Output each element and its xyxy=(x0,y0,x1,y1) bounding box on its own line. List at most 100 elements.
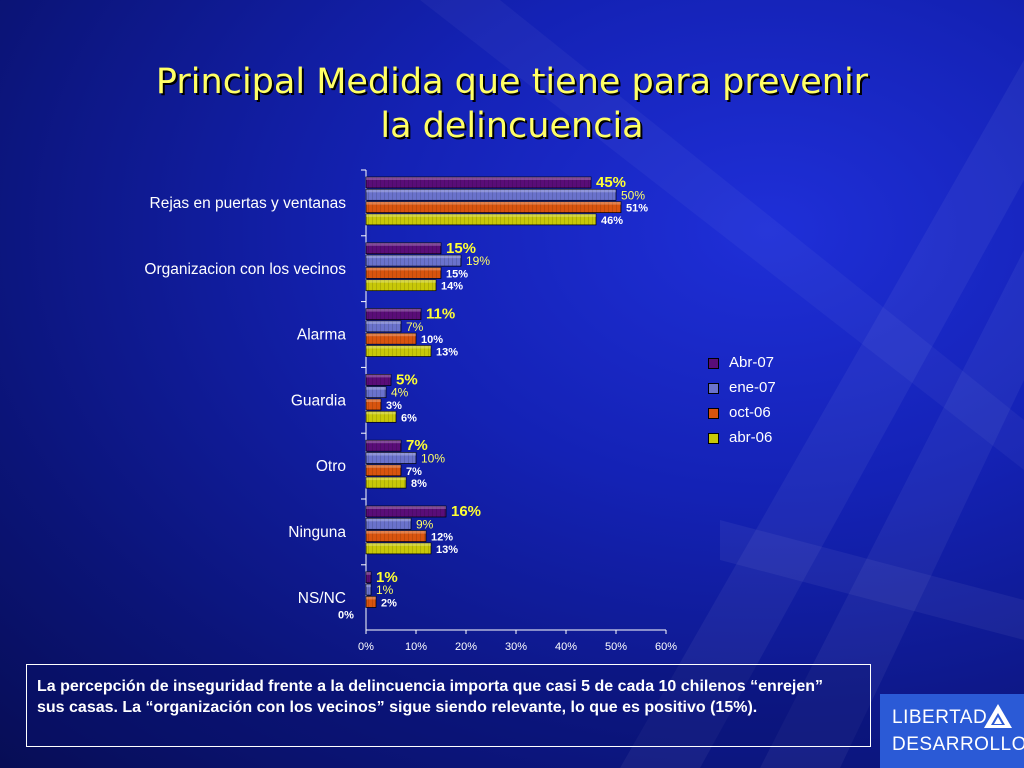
bar xyxy=(365,517,412,530)
bar-highlight xyxy=(366,596,376,600)
bar-highlight xyxy=(366,571,371,575)
data-label: 1% xyxy=(376,569,398,586)
legend-swatch xyxy=(708,408,719,419)
bar-highlight xyxy=(366,542,431,546)
legend-label: oct-06 xyxy=(729,404,771,421)
legend-swatch xyxy=(708,358,719,369)
bar-highlight xyxy=(366,411,396,415)
bar-highlight xyxy=(366,477,406,481)
chart-legend: Abr-07 ene-07 oct-06 abr-06 xyxy=(708,350,776,450)
data-label: 13% xyxy=(436,544,458,556)
data-label: 7% xyxy=(406,466,422,478)
legend-swatch xyxy=(708,383,719,394)
data-label: 0% xyxy=(338,610,354,622)
bar-highlight xyxy=(366,189,616,193)
bar xyxy=(365,583,372,596)
bar xyxy=(365,386,387,399)
bar-highlight xyxy=(366,530,426,534)
bar-highlight xyxy=(366,177,591,180)
bar xyxy=(365,345,432,357)
data-label: 13% xyxy=(436,347,458,359)
data-label: 4% xyxy=(391,386,409,400)
bar xyxy=(365,439,402,452)
bar xyxy=(365,476,407,489)
bar xyxy=(365,410,397,423)
bar xyxy=(365,464,402,477)
bar-highlight xyxy=(366,440,401,444)
data-label: 6% xyxy=(401,412,417,424)
bar xyxy=(365,530,427,542)
x-tick-label: 60% xyxy=(655,641,677,653)
x-tick-label: 20% xyxy=(455,641,477,653)
logo-text-line-2: DESARROLLO xyxy=(892,734,1024,755)
bar xyxy=(365,176,592,189)
bar-highlight xyxy=(366,308,421,312)
bar xyxy=(365,308,422,320)
category-label: Otro xyxy=(316,458,346,475)
bar-chart: 0% 10% 20% 30% 40% 50% 60% Rejas en puertas y v… xyxy=(144,174,677,653)
bar-highlight xyxy=(366,374,391,378)
note-text: La percepción de inseguridad frente a la… xyxy=(37,678,824,716)
bar xyxy=(365,267,442,279)
x-tick-label: 40% xyxy=(555,641,577,653)
category-label: Guardia xyxy=(291,392,347,409)
data-label: 14% xyxy=(441,281,463,293)
title-line-2: la delincuencia xyxy=(380,106,644,146)
bar xyxy=(365,254,462,267)
data-label: 2% xyxy=(381,597,397,609)
legend-label: Abr-07 xyxy=(729,354,775,371)
bar xyxy=(365,213,597,226)
bar-highlight xyxy=(366,242,441,246)
x-tick-label: 50% xyxy=(605,641,627,653)
bar-highlight xyxy=(366,518,411,522)
logo-text-line-1: LIBERTAD xyxy=(892,707,988,728)
page-title: Principal Medida que tiene para prevenir… xyxy=(0,60,1024,148)
data-label: 46% xyxy=(601,215,623,227)
legend-item: ene-07 xyxy=(708,375,776,400)
logo: LIBERTAD DESARROLLO xyxy=(880,694,1024,768)
bar xyxy=(365,188,617,201)
x-tick-label: 0% xyxy=(358,641,374,653)
bar-highlight xyxy=(366,584,371,588)
bar-highlight xyxy=(366,201,621,205)
data-label: 16% xyxy=(451,503,481,520)
category-label: Organizacion con los vecinos xyxy=(144,261,346,278)
data-label: 5% xyxy=(396,371,418,388)
bar xyxy=(365,542,432,555)
legend-item: abr-06 xyxy=(708,425,776,450)
bar-highlight xyxy=(366,333,416,337)
data-label: 10% xyxy=(421,452,445,466)
bar-highlight xyxy=(366,506,446,509)
data-label: 50% xyxy=(621,188,645,202)
mountain-logo-icon xyxy=(984,704,1012,728)
bar-highlight xyxy=(366,213,596,217)
x-tick-label: 30% xyxy=(505,641,527,653)
bar-highlight xyxy=(366,267,441,271)
data-label: 9% xyxy=(416,517,434,531)
bar-highlight xyxy=(366,320,401,324)
data-label: 3% xyxy=(386,400,402,412)
bar xyxy=(365,320,402,333)
data-label: 8% xyxy=(411,478,427,490)
data-label: 11% xyxy=(426,306,455,323)
note-box: La percepción de inseguridad frente a la… xyxy=(26,664,871,747)
x-tick-label: 10% xyxy=(405,641,427,653)
bar xyxy=(365,332,417,345)
bar xyxy=(365,201,622,213)
data-label: 45% xyxy=(596,174,626,191)
data-label: 7% xyxy=(406,320,424,334)
bar-highlight xyxy=(366,345,431,349)
data-label: 12% xyxy=(431,532,453,544)
bar xyxy=(365,242,442,255)
data-label: 7% xyxy=(406,437,428,454)
legend-label: ene-07 xyxy=(729,379,776,396)
category-label: NS/NC xyxy=(298,590,346,607)
bar-highlight xyxy=(366,386,386,390)
title-line-1: Principal Medida que tiene para prevenir xyxy=(155,62,869,102)
bar-highlight xyxy=(366,279,436,283)
category-label: Rejas en puertas y ventanas xyxy=(150,195,347,212)
bar xyxy=(365,571,372,584)
legend-item: Abr-07 xyxy=(708,350,776,375)
data-label: 19% xyxy=(466,254,490,268)
